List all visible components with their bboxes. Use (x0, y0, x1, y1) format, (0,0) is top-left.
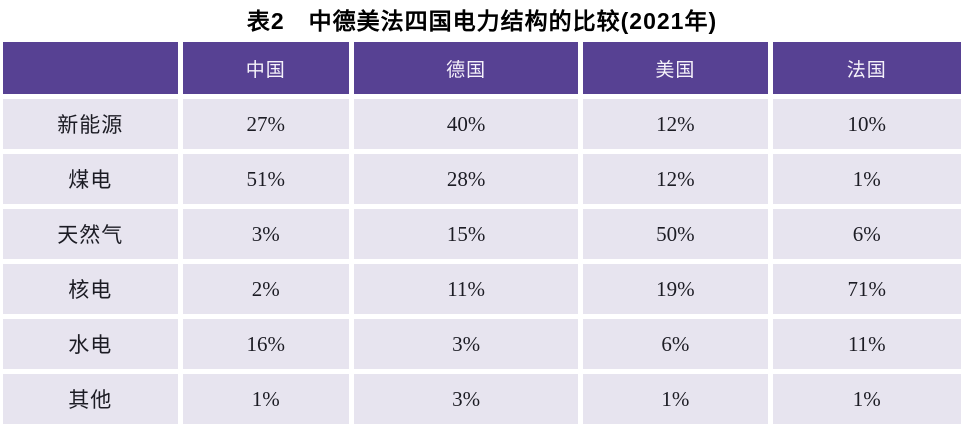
table-cell: 6% (772, 209, 961, 259)
row-label: 煤电 (3, 154, 178, 204)
table-cell: 19% (583, 264, 768, 314)
table-cell: 50% (583, 209, 768, 259)
header-cell-china: 中国 (182, 42, 350, 94)
table-cell: 51% (182, 154, 350, 204)
header-cell-france: 法国 (772, 42, 961, 94)
table-cell: 11% (354, 264, 579, 314)
table-title: 表2 中德美法四国电力结构的比较(2021年) (246, 8, 718, 34)
table-cell: 1% (772, 154, 961, 204)
row-label: 水电 (3, 319, 178, 369)
table-cell: 3% (354, 374, 579, 424)
table-cell: 16% (182, 319, 350, 369)
table-cell: 12% (583, 99, 768, 149)
row-label: 天然气 (3, 209, 178, 259)
header-cell-usa: 美国 (583, 42, 768, 94)
table-cell: 1% (583, 374, 768, 424)
table-cell: 2% (182, 264, 350, 314)
header-cell-germany: 德国 (354, 42, 579, 94)
table-cell: 3% (354, 319, 579, 369)
row-label: 其他 (3, 374, 178, 424)
table-cell: 3% (182, 209, 350, 259)
table-cell: 40% (354, 99, 579, 149)
power-structure-table: 中国 德国 美国 法国 新能源 27% 40% 12% 10% 煤电 51% 2… (0, 40, 964, 424)
table-cell: 71% (772, 264, 961, 314)
table-cell: 1% (182, 374, 350, 424)
table-cell: 15% (354, 209, 579, 259)
table-cell: 10% (772, 99, 961, 149)
table-cell: 11% (772, 319, 961, 369)
row-label: 核电 (3, 264, 178, 314)
table-cell: 28% (354, 154, 579, 204)
table-cell: 12% (583, 154, 768, 204)
table-cell: 6% (583, 319, 768, 369)
row-label: 新能源 (3, 99, 178, 149)
header-cell-empty (3, 42, 178, 94)
table-cell: 1% (772, 374, 961, 424)
table-cell: 27% (182, 99, 350, 149)
